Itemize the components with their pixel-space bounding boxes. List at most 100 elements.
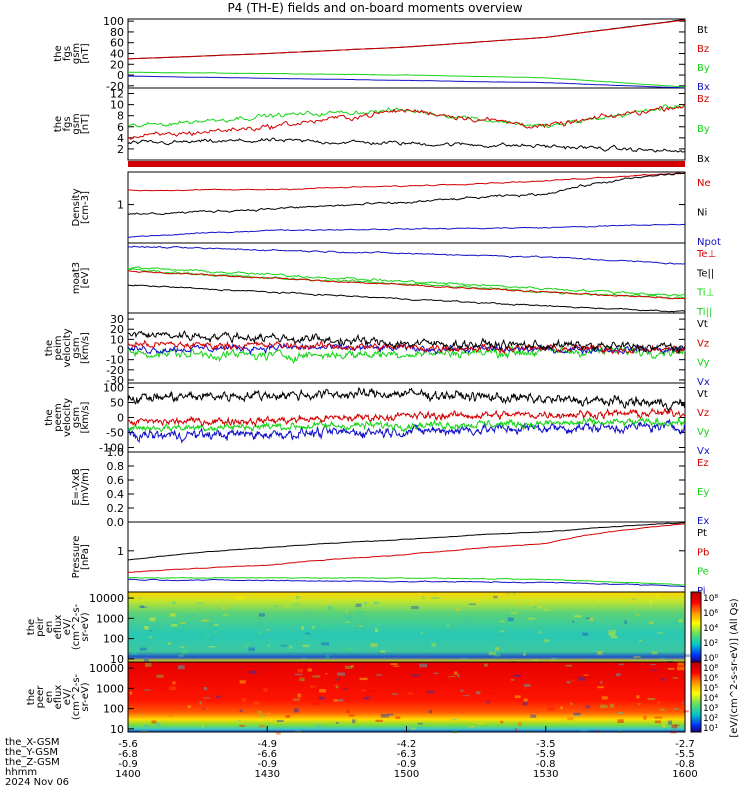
spectrogram-peer-texture [580,730,589,733]
spectrogram-peir-texture [363,617,370,620]
spectrogram-peir-texture [302,644,310,648]
spectrogram-peir-texture [148,636,153,639]
spectrogram-peir-texture [181,649,189,654]
spectrogram-peir-texture [550,658,555,660]
spectrogram-peer-texture [144,724,150,728]
spectrogram-peer-texture [311,702,320,706]
spectrogram-peir-texture [351,625,357,627]
spectrogram-peer-texture [454,671,458,675]
spectrogram-peir-texture [183,614,190,618]
spectrogram-peer-texture [565,664,573,667]
spectrogram-peer-texture [154,722,161,727]
spectrogram-peir-texture [267,644,271,647]
spectrogram-peir-texture [305,632,310,635]
colorbar-peir-tick: 10⁸ [703,594,718,604]
spectrogram-peir-texture [502,636,510,639]
spectrogram-peer-texture [668,720,673,725]
spectrogram-peer-texture [368,690,374,692]
spectrogram-peir-texture [302,657,306,661]
ylabel-peer-spec: eV/ [62,688,73,705]
spectrogram-peir-texture [363,602,368,605]
spectrogram-peer-texture [363,697,368,700]
spectrogram-peir-texture [608,632,616,636]
series-Bz-small [127,104,686,140]
series-Vz-peim [127,339,686,356]
colorbar-peer-tick: 10⁶ [703,674,718,684]
colorbar-peir-tick: 10⁴ [703,624,718,634]
spectrogram-peir-texture [649,601,652,604]
spectrogram-peir-texture [149,617,156,622]
spectrogram-peir-texture [373,601,380,605]
colorbar-peer [690,661,702,733]
legend-pressure-Pe: Pe [697,567,709,578]
legend-fgs-gsm-small-Bz: Bz [697,94,709,105]
spectrogram-peer-texture [253,701,260,705]
spectrogram-peir-texture [327,605,333,610]
spectrogram-peir-texture [325,654,330,659]
legend-fgs-gsm-small-By: By [697,124,710,135]
spectrogram-peir-texture [203,633,211,636]
legend-efield-Ex: Ex [697,516,709,527]
spectrogram-peir-texture [286,592,292,595]
spectrogram-peer-texture [510,678,515,681]
spectrogram-peir-texture [446,624,450,627]
spectrogram-peer-texture [530,714,537,718]
spectrogram-peer-texture [517,722,522,726]
xtick-label-the_Y-GSM: -6.8 [118,749,138,760]
xtick-label-hhmm: 1400 [115,769,140,780]
series-Pe [128,576,685,586]
spectrogram-peir-texture [407,622,411,627]
ylabel-fgs-gsm-small: the [53,116,64,132]
spectrogram-peer-texture [407,692,414,695]
spectrogram-peir-texture [321,642,330,646]
spectrogram-peir-texture [651,651,658,655]
spectrogram-peer-texture [325,672,328,675]
ytick-label-efield: 0.0 [107,516,125,529]
ylabel-peim-velocity: peim [53,335,64,360]
spectrogram-peir-texture [312,598,318,601]
spectrogram-peir-texture [431,597,440,599]
spectrogram-peer-texture [674,724,680,727]
spectrogram-peir-texture [341,650,346,653]
spectrogram-peer-texture [129,691,133,695]
xtick-label-hhmm: 1600 [672,769,697,780]
ylabel-peir-spec: (cm^2-s- [71,603,82,650]
colorbar-peir-tick: 10⁶ [703,609,718,619]
spectrogram-peer-texture [151,720,157,724]
ytick-label-fgs-gsm-small: 12 [110,88,124,101]
spectrogram-peir-texture [356,614,364,618]
spectrogram-peir-texture [552,657,558,659]
spectrogram-peer-texture [393,665,399,667]
spectrogram-peer-texture [567,717,574,721]
ytick-label-fgs-gsm-small: 2 [117,143,124,156]
legend-fgs-gsm-big-Bz: Bz [697,44,709,55]
spectrogram-peer-texture [523,698,528,702]
spectrogram-peir-texture [574,615,582,618]
spectrogram-peer-texture [239,709,243,713]
ylabel-peem-velocity: [km/s] [80,401,91,433]
spectrogram-peir-texture [461,657,467,660]
spectrogram-peer-texture [365,696,371,699]
spectrogram-peir-texture [167,642,172,645]
spectrogram-peir-texture [157,623,161,627]
spectrogram-peer-texture [145,662,152,667]
mode-bar [128,161,685,167]
spectrogram-peir-texture [610,636,618,639]
spectrogram-peer-texture [337,699,344,702]
spectrogram-peir-texture [311,625,315,629]
legend-temperature-Te||: Te|| [696,268,714,279]
spectrogram-peir-texture [337,596,343,600]
spectrogram-peer-texture [615,673,621,677]
spectrogram-peir-texture [143,625,149,630]
ylabel-density: [cm-3] [80,191,91,224]
xtick-label-hhmm: 1430 [255,769,280,780]
spectrogram-peir-texture [302,635,309,637]
ytick-label-peim-velocity: -20 [106,364,124,377]
spectrogram-peir-texture [295,595,300,599]
series-Vt-peem [127,387,686,412]
spectrogram-peer-texture [654,720,661,724]
spectrogram-peer-texture [654,716,663,719]
spectrogram-peer-texture [643,715,647,720]
spectrogram-peer-texture [337,672,345,676]
xtick-label-the_Y-GSM: -5.5 [675,749,695,760]
